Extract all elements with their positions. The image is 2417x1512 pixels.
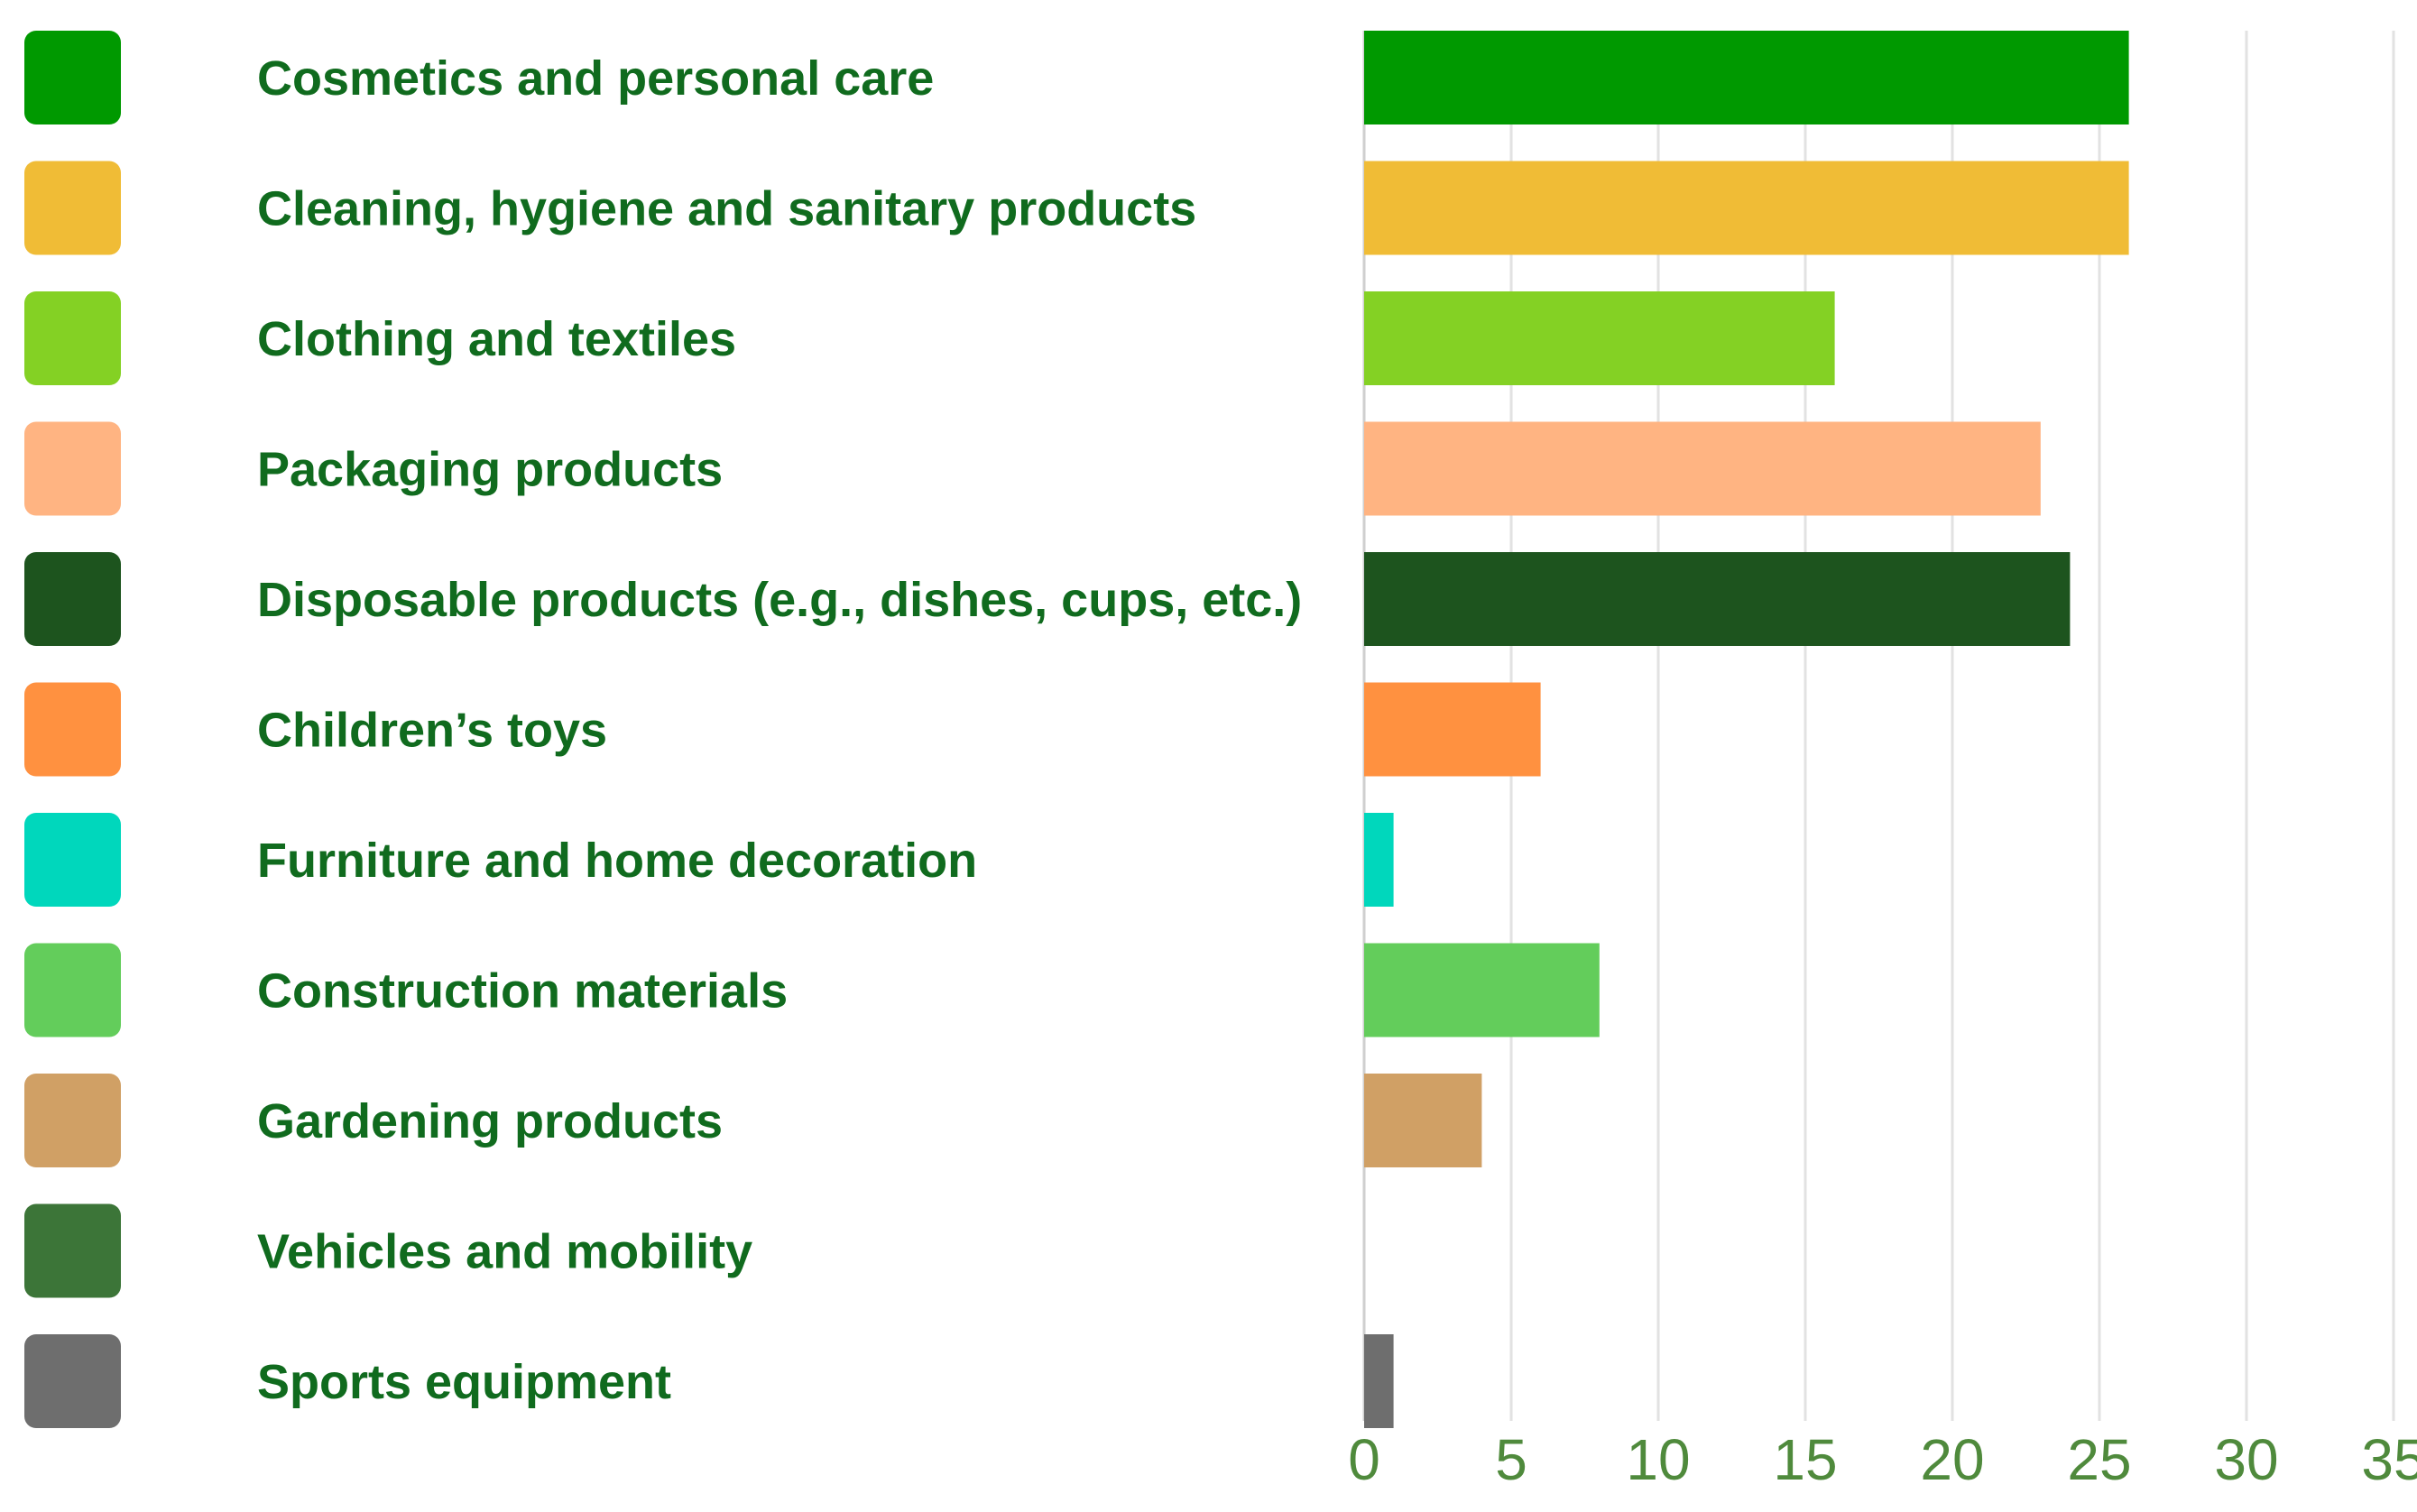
x-tick-label: 15	[1773, 1427, 1837, 1492]
grid-lines	[1362, 31, 2395, 1421]
bar	[1364, 1334, 1394, 1428]
bar	[1364, 421, 2041, 516]
legend-label: Gardening products	[257, 1094, 723, 1148]
bar	[1364, 813, 1394, 907]
bars	[1364, 31, 2129, 1428]
x-tick-label: 0	[1348, 1427, 1380, 1492]
legend-label: Vehicles and mobility	[257, 1225, 752, 1279]
bar	[1364, 682, 1541, 777]
x-tick-label: 10	[1626, 1427, 1690, 1492]
legend-swatch	[24, 421, 121, 516]
bar	[1364, 161, 2129, 255]
legend-label: Sports equipment	[257, 1355, 671, 1409]
x-tick-label: 25	[2067, 1427, 2131, 1492]
legend-swatch	[24, 813, 121, 907]
legend-label: Furniture and home decoration	[257, 834, 977, 888]
x-tick-label: 35	[2361, 1427, 2417, 1492]
legend-swatch	[24, 161, 121, 255]
x-tick-label: 30	[2214, 1427, 2278, 1492]
legend-label: Disposable products (e.g., dishes, cups,…	[257, 573, 1302, 627]
legend-swatch	[24, 552, 121, 646]
legend-swatch	[24, 1334, 121, 1428]
x-tick-label: 20	[1920, 1427, 1984, 1492]
legend-swatch	[24, 682, 121, 777]
x-axis: 0 5 10 15 20 25 30 35	[1348, 1427, 2417, 1492]
legend: Cosmetics and personal care Cleaning, hyg…	[24, 31, 1302, 1428]
legend-label: Construction materials	[257, 964, 788, 1019]
legend-swatch	[24, 1203, 121, 1298]
x-tick-label: 5	[1495, 1427, 1527, 1492]
legend-label: Cleaning, hygiene and sanitary products	[257, 182, 1196, 236]
bar	[1364, 943, 1600, 1037]
legend-label: Cosmetics and personal care	[257, 51, 934, 106]
legend-label: Children’s toys	[257, 704, 607, 758]
bar	[1364, 1074, 1482, 1167]
legend-label: Clothing and textiles	[257, 312, 736, 366]
bar	[1364, 552, 2071, 646]
legend-swatch	[24, 31, 121, 124]
bar	[1364, 31, 2129, 124]
legend-swatch	[24, 291, 121, 385]
legend-swatch	[24, 1074, 121, 1167]
legend-label: Packaging products	[257, 443, 723, 497]
bar	[1364, 291, 1835, 385]
legend-swatch	[24, 943, 121, 1037]
